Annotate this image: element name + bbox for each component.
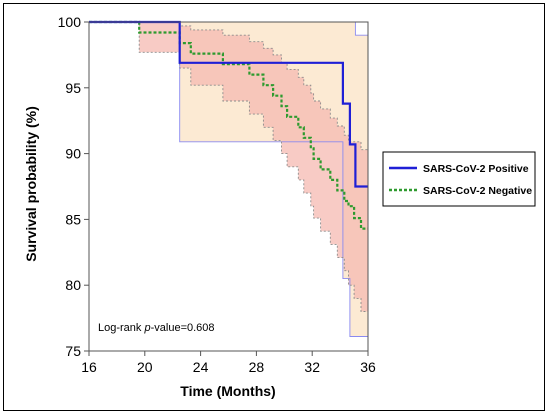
legend-box: [382, 151, 536, 207]
ci-band-1: [89, 22, 368, 312]
log-rank-annotation: Log-rank p-value=0.608: [98, 322, 215, 334]
x-tick-label: 20: [137, 359, 153, 375]
figure-frame: 16 20 24 28 32 36 75 80 85 90 95 100 Time (Months) …: [3, 3, 545, 411]
y-tick-label: 75: [65, 343, 81, 359]
legend-label-positive: SARS-CoV-2 Positive: [423, 163, 529, 175]
ci-lower-line-1: [89, 21, 368, 312]
x-tick-label: 24: [193, 359, 209, 375]
x-axis-label: Time (Months): [180, 383, 275, 399]
annotation-p: p: [143, 322, 150, 334]
y-tick-label: 90: [65, 146, 81, 162]
x-tick-label: 36: [360, 359, 376, 375]
y-tick-label: 80: [65, 277, 81, 293]
y-axis-label: Survival probability (%): [23, 106, 39, 262]
legend: SARS-CoV-2 Positive SARS-CoV-2 Negative: [382, 151, 536, 207]
x-tick-label: 16: [81, 359, 97, 375]
axes: 16 20 24 28 32 36 75 80 85 90 95 100: [58, 14, 376, 375]
legend-label-negative: SARS-CoV-2 Negative: [423, 185, 532, 197]
survival-curves: [89, 20, 368, 230]
plot-area-border: [88, 21, 369, 352]
annotation-prefix: Log-rank: [98, 322, 144, 334]
survival-line-0: [89, 20, 368, 188]
y-tick-label: 100: [58, 14, 82, 30]
y-tick-label: 95: [65, 80, 81, 96]
x-tick-label: 28: [249, 359, 265, 375]
survival-line-1: [89, 20, 368, 230]
annotation-suffix: -value=0.608: [151, 322, 215, 334]
y-tick-label: 85: [65, 211, 81, 227]
x-tick-label: 32: [304, 359, 320, 375]
confidence-bands: [89, 21, 368, 337]
